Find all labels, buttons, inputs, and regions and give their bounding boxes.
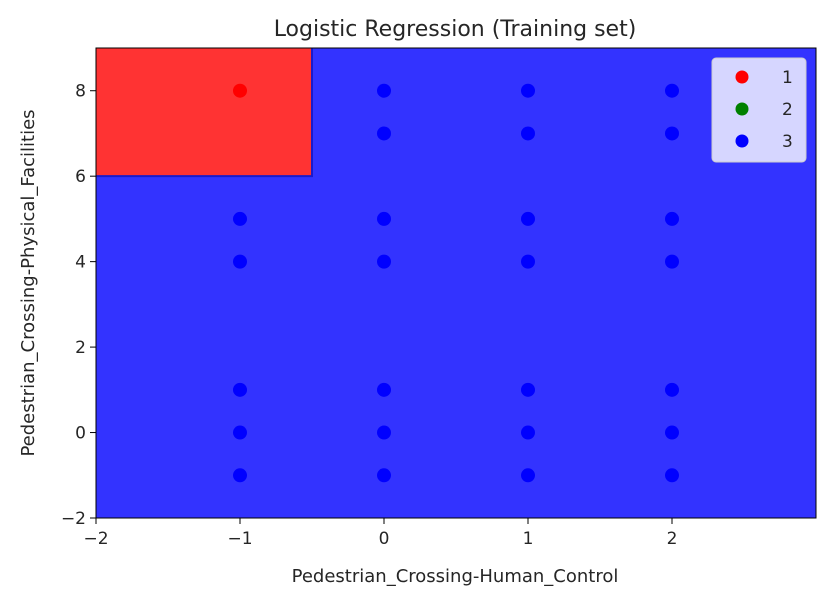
data-point-class-3	[521, 254, 535, 269]
data-point-class-3	[665, 211, 679, 226]
legend-label-2: 2	[782, 100, 793, 120]
data-point-class-3	[665, 425, 679, 440]
data-points	[233, 83, 679, 483]
x-tick-label: 1	[523, 529, 534, 549]
data-point-class-3	[377, 468, 391, 483]
data-point-class-3	[377, 254, 391, 269]
x-axis-ticks: −2 −1 0 1 2	[83, 518, 677, 549]
data-point-class-3	[377, 83, 391, 98]
x-axis-label: Pedestrian_Crossing-Human_Control	[292, 566, 619, 587]
y-tick-label: 0	[75, 424, 86, 444]
legend-box	[711, 57, 807, 163]
decision-region-class-1	[96, 48, 312, 177]
data-point-class-3	[233, 254, 247, 269]
data-point-class-3	[521, 425, 535, 440]
y-tick-label: 4	[75, 253, 86, 273]
y-axis-label: Pedestrian_Crossing-Physical_Facilities	[18, 109, 39, 456]
data-point-class-3	[377, 382, 391, 397]
chart-title: Logistic Regression (Training set)	[274, 17, 637, 42]
data-point-class-1	[233, 83, 247, 98]
x-tick-label: −2	[83, 529, 108, 549]
legend-marker-3	[735, 134, 749, 148]
data-point-class-3	[521, 83, 535, 98]
data-point-class-3	[521, 382, 535, 397]
data-point-class-3	[233, 425, 247, 440]
legend-marker-2	[735, 102, 749, 116]
decision-regions	[96, 48, 816, 518]
data-point-class-3	[665, 126, 679, 141]
legend-label-3: 3	[782, 132, 793, 152]
data-point-class-3	[665, 254, 679, 269]
y-tick-label: 2	[75, 338, 86, 358]
x-tick-label: 0	[379, 529, 390, 549]
data-point-class-3	[233, 382, 247, 397]
data-point-class-3	[377, 425, 391, 440]
data-point-class-3	[665, 382, 679, 397]
plot-frame	[95, 47, 817, 519]
data-point-class-3	[377, 126, 391, 141]
x-tick-label: 2	[667, 529, 678, 549]
legend: 1 2 3	[711, 57, 807, 163]
y-tick-label: −2	[61, 509, 86, 529]
x-tick-label: −1	[227, 529, 252, 549]
data-point-class-3	[521, 468, 535, 483]
legend-marker-1	[735, 70, 749, 84]
data-point-class-3	[665, 83, 679, 98]
data-point-class-3	[233, 468, 247, 483]
y-axis-ticks: −2 0 2 4 6 8	[61, 82, 96, 529]
legend-label-1: 1	[782, 68, 793, 88]
data-point-class-3	[377, 211, 391, 226]
data-point-class-3	[233, 211, 247, 226]
decision-boundary	[96, 48, 313, 178]
data-point-class-3	[521, 211, 535, 226]
y-tick-label: 6	[75, 167, 86, 187]
data-point-class-3	[665, 468, 679, 483]
y-tick-label: 8	[75, 82, 86, 102]
data-point-class-3	[521, 126, 535, 141]
